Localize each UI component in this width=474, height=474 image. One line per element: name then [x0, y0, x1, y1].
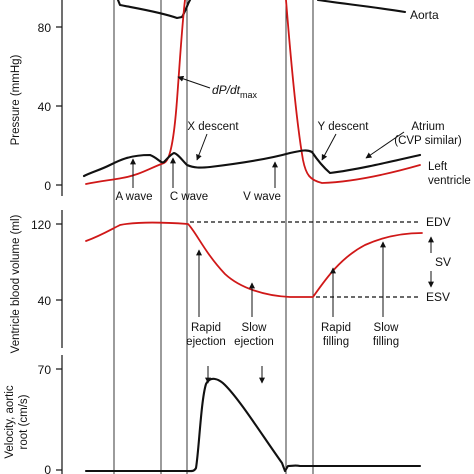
- dpdt-label: dP/dtmax: [212, 83, 258, 100]
- aorta-label: Aorta: [410, 8, 439, 22]
- edv-label: EDV: [426, 215, 451, 229]
- volume-axis-label: Ventricle blood volume (ml): [10, 214, 22, 353]
- volume-tick-label-40: 40: [38, 294, 52, 308]
- v-wave-label: V wave: [243, 191, 281, 203]
- a-wave-label: A wave: [115, 191, 152, 203]
- pressure-panel: 80 40 0 Pressure (mmHg) Aorta dP/dtmax A…: [10, 0, 471, 203]
- atrium-arrow: [365, 131, 405, 159]
- slow-ejection-label-1: Slow: [242, 322, 268, 334]
- rapid-ejection-label-1: Rapid: [191, 322, 221, 334]
- slow-filling-label-2: filling: [373, 336, 399, 348]
- left-ventricle-label-1: Left: [428, 161, 448, 173]
- esv-label: ESV: [426, 290, 450, 304]
- x-descent-arrow: [196, 133, 208, 161]
- slow-filling-label-1: Slow: [374, 322, 400, 334]
- y-descent-label: Y descent: [318, 121, 370, 133]
- pressure-tick-label-0: 0: [44, 179, 51, 193]
- atrium-sublabel: (CVP similar): [394, 135, 462, 147]
- dpdt-arrow: [177, 75, 211, 89]
- pressure-tick-label-40: 40: [38, 100, 52, 114]
- dpdt-sub: max: [240, 90, 258, 100]
- rapid-ejection-label-2: ejection: [186, 336, 226, 348]
- pressure-tick-label-80: 80: [38, 21, 52, 35]
- velocity-axis-label-1: Velocity, aortic: [4, 385, 16, 459]
- event-lines: [113, 0, 314, 474]
- atrium-pressure-curve: [82, 149, 422, 178]
- dpdt-main: dP/dt: [212, 83, 241, 97]
- aorta-curve-late: [316, 0, 407, 14]
- atrium-label: Atrium: [411, 121, 444, 133]
- volume-tick-label-120: 120: [31, 218, 51, 232]
- velocity-axis-label-2: root (cm/s): [18, 394, 30, 449]
- velocity-tick-label-0: 0: [44, 463, 51, 474]
- left-ventricle-label-2: ventricle: [428, 175, 471, 187]
- c-wave-label: C wave: [170, 191, 208, 203]
- y-descent-arrow: [321, 133, 337, 161]
- ventricle-volume-curve: [85, 221, 423, 298]
- sv-label: SV: [435, 255, 451, 269]
- pressure-axis-label: Pressure (mmHg): [10, 54, 22, 145]
- x-descent-label: X descent: [187, 121, 239, 133]
- aorta-curve: [116, 0, 192, 20]
- slow-ejection-label-2: ejection: [234, 336, 274, 348]
- rapid-filling-label-1: Rapid: [321, 322, 351, 334]
- velocity-tick-label-70: 70: [38, 363, 52, 377]
- rapid-filling-label-2: filling: [323, 336, 349, 348]
- volume-panel: 120 40 Ventricle blood volume (ml) EDV E…: [10, 210, 451, 353]
- left-ventricle-pressure-curve: [85, 0, 421, 185]
- aortic-velocity-curve: [84, 377, 422, 473]
- velocity-panel: 70 0 Velocity, aortic root (cm/s): [4, 355, 422, 474]
